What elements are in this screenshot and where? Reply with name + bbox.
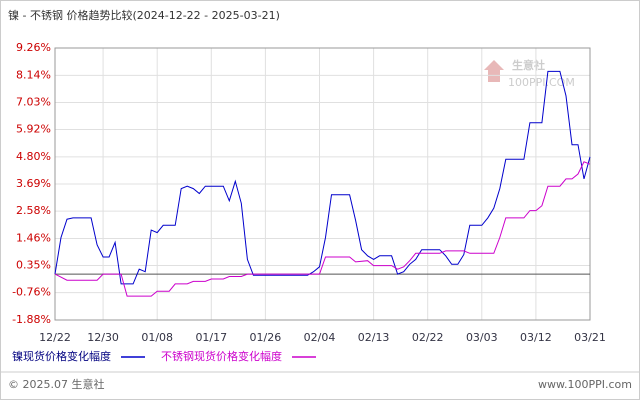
- chart-title: 镍 - 不锈钢 价格趋势比较(2024-12-22 - 2025-03-21): [8, 8, 280, 22]
- x-tick-label: 01/26: [250, 331, 282, 344]
- watermark: 生意社 100PPI.COM: [484, 58, 575, 89]
- footer-copyright: © 2025.07 生意社: [8, 377, 104, 391]
- y-tick-label: 9.26%: [16, 41, 51, 54]
- x-tick-label: 02/13: [358, 331, 390, 344]
- y-tick-label: 7.03%: [16, 95, 51, 108]
- y-tick-label: 5.92%: [16, 123, 51, 136]
- legend-label: 镍现货价格变化幅度: [12, 349, 111, 363]
- x-tick-label: 12/22: [39, 331, 71, 344]
- y-tick-label: 4.80%: [16, 150, 51, 163]
- series-line: [54, 70, 591, 285]
- y-tick-label: -1.88%: [12, 313, 51, 326]
- y-tick-label: 2.58%: [16, 204, 51, 217]
- x-tick-label: 03/12: [520, 331, 552, 344]
- y-tick-label: 8.14%: [16, 68, 51, 81]
- watermark-site: 100PPI.COM: [508, 76, 575, 89]
- x-tick-label: 03/03: [466, 331, 498, 344]
- x-tick-label: 12/30: [87, 331, 119, 344]
- y-tick-label: 1.46%: [16, 231, 51, 244]
- x-tick-label: 01/08: [141, 331, 173, 344]
- y-tick-label: 0.35%: [16, 259, 51, 272]
- footer-site: www.100PPI.com: [538, 378, 632, 391]
- series-line: [54, 161, 591, 297]
- x-tick-label: 02/22: [412, 331, 444, 344]
- x-tick-label: 03/21: [574, 331, 606, 344]
- y-tick-label: 3.69%: [16, 177, 51, 190]
- watermark-name: 生意社: [512, 58, 545, 72]
- x-tick-label: 01/17: [195, 331, 227, 344]
- y-tick-label: -0.76%: [12, 286, 51, 299]
- watermark-icon: [484, 60, 504, 82]
- plot-border: [54, 47, 591, 321]
- x-tick-label: 02/04: [304, 331, 336, 344]
- legend-label: 不锈钢现货价格变化幅度: [161, 349, 282, 363]
